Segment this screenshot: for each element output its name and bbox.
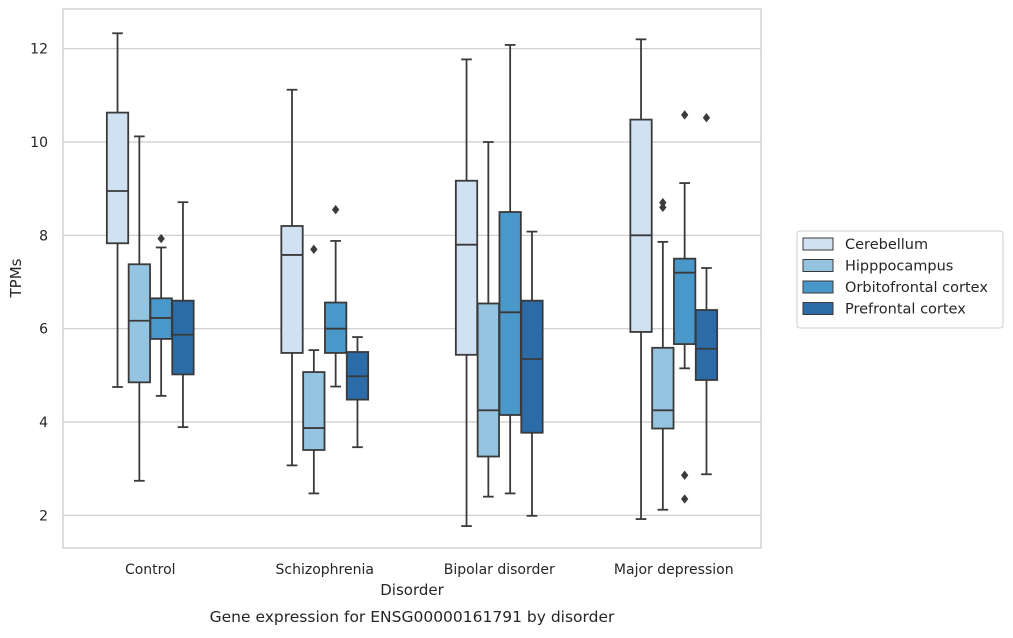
box-1-2 bbox=[476, 141, 500, 498]
box-3-2 bbox=[520, 230, 544, 517]
iqr-box bbox=[171, 299, 195, 376]
x-tick-label: Schizophrenia bbox=[276, 562, 374, 578]
box-0-0 bbox=[105, 32, 130, 388]
iqr-box bbox=[476, 302, 500, 458]
iqr-box bbox=[673, 257, 697, 345]
outlier-point bbox=[310, 244, 318, 255]
legend-swatch bbox=[802, 259, 834, 272]
outlier-point bbox=[680, 494, 689, 504]
iqr-box bbox=[651, 346, 675, 430]
box-layer bbox=[105, 32, 719, 527]
outlier-point bbox=[680, 470, 689, 480]
legend-label: Hipppocampus bbox=[845, 259, 953, 275]
iqr-box bbox=[324, 301, 348, 354]
box-1-1 bbox=[302, 244, 326, 495]
iqr-box bbox=[105, 111, 130, 245]
iqr-box bbox=[280, 225, 304, 354]
y-tick-label: 4 bbox=[39, 415, 48, 431]
iqr-box bbox=[302, 371, 326, 451]
box-3-3 bbox=[694, 113, 719, 476]
box-3-0 bbox=[171, 201, 195, 429]
x-tick-label: Bipolar disorder bbox=[444, 562, 555, 578]
grid-layer bbox=[63, 48, 761, 516]
outlier-point bbox=[331, 204, 340, 215]
box-1-0 bbox=[127, 135, 151, 482]
box-0-3 bbox=[629, 38, 653, 520]
legend-label: Cerebellum bbox=[845, 237, 928, 253]
figure-caption: Gene expression for ENSG00000161791 by d… bbox=[210, 608, 615, 626]
iqr-box bbox=[629, 118, 653, 333]
box-2-2 bbox=[498, 44, 522, 495]
iqr-box bbox=[454, 179, 479, 356]
y-tick-label: 8 bbox=[39, 228, 48, 244]
iqr-box bbox=[127, 263, 151, 384]
plot-frame bbox=[62, 8, 762, 549]
y-tick-label: 10 bbox=[30, 135, 48, 151]
box-2-3 bbox=[673, 110, 697, 504]
x-axis-label: Disorder bbox=[380, 581, 444, 599]
box-3-1 bbox=[345, 336, 370, 449]
y-tick-label: 12 bbox=[30, 42, 48, 58]
box-2-1 bbox=[324, 204, 348, 388]
x-tick-label: Control bbox=[125, 562, 176, 578]
legend-swatch bbox=[802, 237, 834, 251]
legend: Cerebellum Hipppocampus Orbitofrontal cort… bbox=[796, 230, 1004, 329]
outlier-point bbox=[702, 113, 711, 123]
iqr-box bbox=[694, 309, 719, 381]
tick-layer: 2 4 6 8 10 12 Control Schizophrenia Bipolar diso… bbox=[30, 42, 733, 578]
box-0-1 bbox=[280, 88, 304, 467]
iqr-box bbox=[498, 211, 522, 416]
outlier-point bbox=[157, 233, 165, 244]
box-0-2 bbox=[454, 58, 479, 527]
y-tick-label: 6 bbox=[39, 322, 48, 338]
y-tick-label: 2 bbox=[39, 508, 48, 524]
legend-swatch bbox=[802, 280, 834, 294]
box-2-0 bbox=[149, 233, 173, 397]
legend-swatch bbox=[802, 302, 834, 315]
legend-frame bbox=[796, 230, 1004, 329]
legend-label: Prefrontal cortex bbox=[845, 302, 966, 318]
legend-label: Orbitofrontal cortex bbox=[845, 280, 988, 296]
y-axis-label: TPMs bbox=[7, 258, 25, 298]
x-tick-label: Major depression bbox=[614, 562, 734, 578]
outlier-point bbox=[680, 110, 689, 120]
iqr-box bbox=[520, 299, 544, 434]
outlier-point bbox=[659, 197, 667, 208]
box-1-3 bbox=[651, 197, 675, 511]
